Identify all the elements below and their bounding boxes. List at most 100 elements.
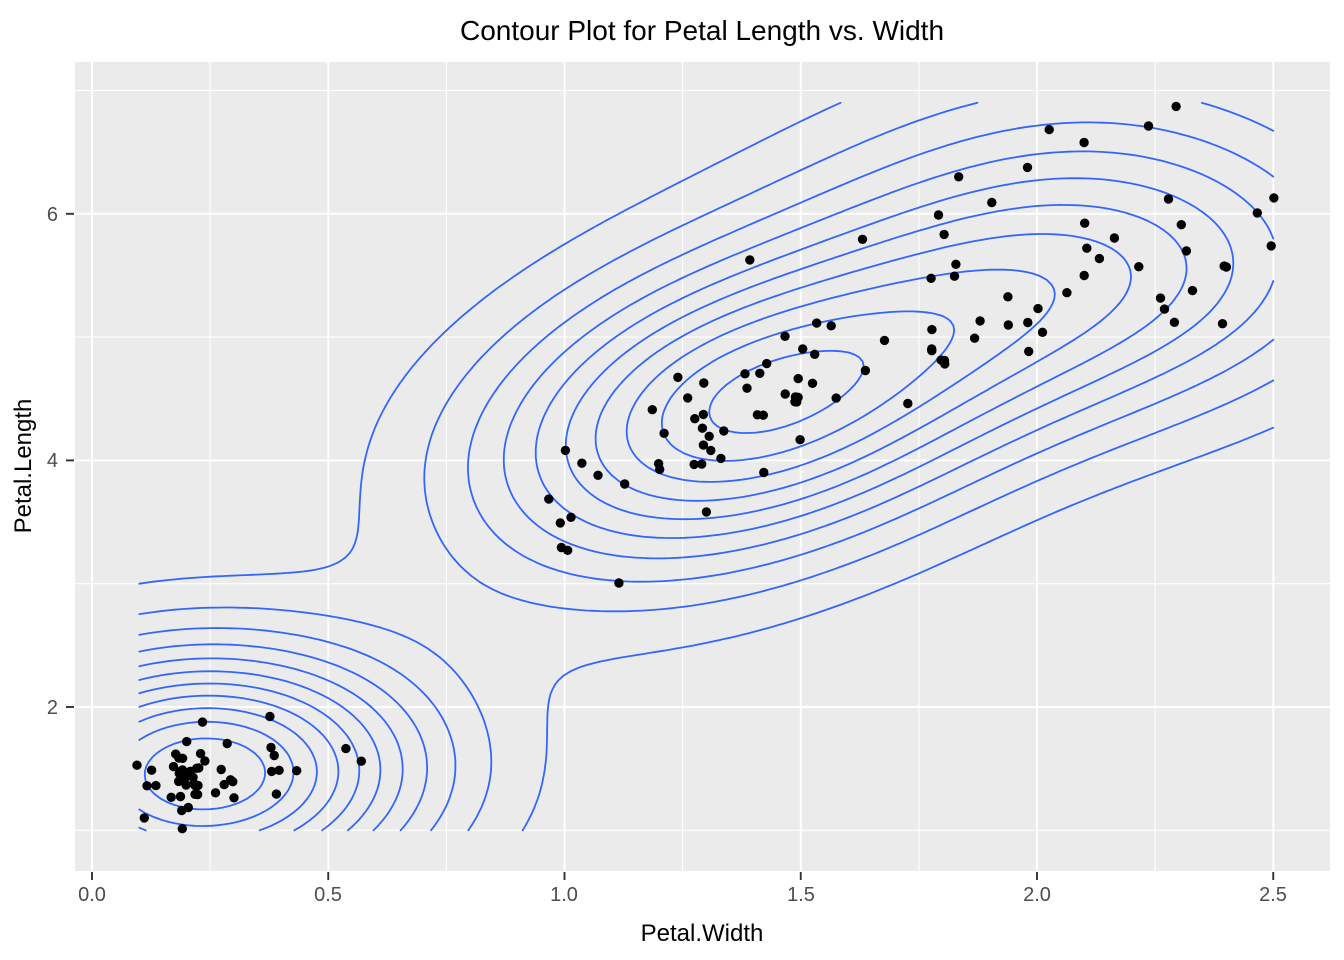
data-point [1109, 233, 1120, 243]
data-point [939, 229, 949, 240]
data-point [1023, 317, 1033, 328]
data-point [197, 717, 208, 727]
data-point [697, 459, 707, 469]
data-point [1079, 270, 1089, 281]
data-point [556, 542, 567, 553]
data-point [706, 445, 716, 456]
data-point [698, 440, 709, 450]
data-point [701, 507, 712, 517]
data-point [831, 393, 841, 403]
data-point [151, 780, 161, 791]
data-point [790, 392, 801, 402]
data-point [740, 369, 750, 379]
data-point [175, 791, 186, 802]
data-point [698, 409, 709, 420]
data-point [341, 743, 351, 754]
data-point [1155, 293, 1166, 303]
data-point [1217, 319, 1228, 329]
data-point [177, 805, 187, 816]
plot-title: Contour Plot for Petal Length vs. Width [460, 15, 944, 46]
contour-lines-layer [138, 101, 1275, 832]
data-point [1163, 194, 1174, 204]
data-point [1080, 218, 1090, 228]
data-point [193, 780, 203, 791]
data-point [1266, 241, 1276, 251]
data-point [683, 393, 693, 403]
data-point [810, 349, 820, 359]
data-point [266, 742, 276, 753]
data-point [620, 479, 630, 489]
data-point [795, 435, 805, 445]
data-point [222, 738, 232, 749]
data-point [755, 368, 765, 378]
data-point [690, 414, 700, 424]
data-point [142, 781, 152, 791]
data-point [292, 766, 302, 776]
x-tick-label: 2.0 [1023, 884, 1051, 906]
data-point [1187, 285, 1198, 296]
data-point [745, 255, 755, 265]
data-point [1159, 304, 1170, 314]
axis-ticks-layer [66, 212, 1275, 880]
data-point [879, 335, 890, 346]
data-point [566, 512, 576, 522]
data-point [716, 453, 726, 464]
data-point [857, 234, 868, 244]
data-point [987, 197, 997, 208]
data-point [1269, 193, 1279, 203]
data-point [1169, 317, 1180, 327]
data-point [793, 373, 803, 384]
x-tick-label: 1.5 [787, 884, 815, 906]
data-point [614, 578, 624, 588]
y-tick-label: 2 [47, 697, 58, 719]
data-point [689, 459, 699, 470]
data-point [1003, 292, 1013, 302]
data-point [780, 331, 790, 341]
data-point [1037, 327, 1048, 337]
data-point [1176, 220, 1187, 230]
x-tick-label: 1.0 [550, 884, 578, 906]
data-point [166, 792, 176, 802]
data-point [269, 750, 279, 761]
data-point [903, 398, 913, 409]
data-point [975, 316, 985, 326]
data-point [274, 765, 284, 775]
data-point [593, 470, 603, 480]
data-point [807, 378, 818, 388]
y-tick-label: 6 [47, 204, 58, 226]
data-point [200, 756, 210, 766]
data-point [267, 766, 277, 777]
data-point [826, 321, 836, 331]
data-point [174, 768, 184, 778]
data-point [780, 389, 790, 399]
data-point [146, 765, 157, 775]
data-point [182, 736, 192, 747]
y-tick-label: 4 [47, 450, 58, 472]
data-point [762, 358, 772, 369]
data-point [1022, 162, 1033, 173]
data-point [954, 172, 964, 182]
data-point [265, 711, 275, 722]
data-point [653, 459, 664, 469]
data-point [1252, 208, 1263, 218]
data-point [1082, 243, 1092, 253]
data-point [926, 273, 936, 283]
data-point [758, 410, 768, 420]
data-point [1003, 320, 1013, 330]
data-point [190, 789, 200, 799]
data-point [210, 788, 221, 798]
data-point [951, 259, 961, 269]
data-point [1181, 246, 1192, 256]
data-point [168, 761, 179, 772]
data-point [555, 518, 565, 528]
data-point [1033, 303, 1043, 314]
data-point [719, 426, 729, 436]
y-axis-title: Petal.Length [10, 399, 37, 534]
data-point [139, 813, 149, 823]
data-point [1062, 288, 1072, 298]
data-point [704, 431, 714, 441]
data-point [1023, 346, 1034, 357]
data-point [229, 793, 239, 803]
x-tick-label: 2.5 [1259, 884, 1287, 906]
